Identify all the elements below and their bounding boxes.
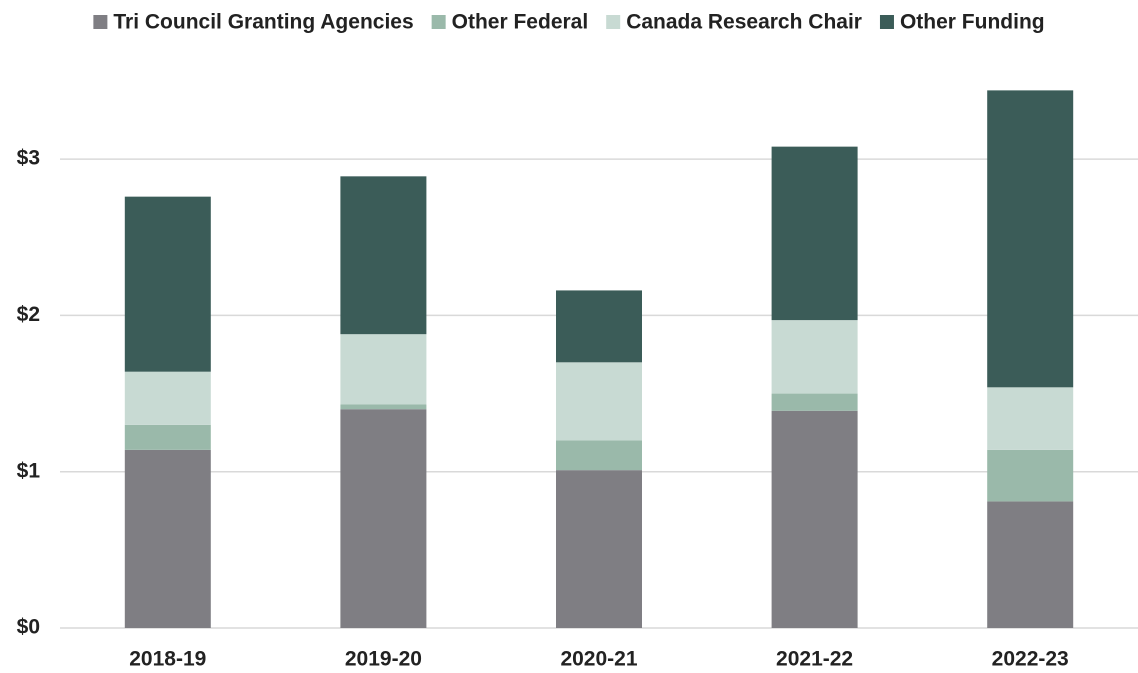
bar-segment [124,196,211,372]
legend-swatch [93,15,108,29]
x-tick-label: 2020-21 [560,648,637,671]
bar-segment [771,410,858,628]
legend-label: Canada Research Chair [626,11,862,34]
bar-segment [556,290,642,363]
bar-segment [987,501,1074,628]
y-tick-label: $0 [17,616,40,639]
bar-segment [340,176,427,335]
bar-segment [771,393,858,411]
y-tick-label: $3 [17,147,40,170]
bar-segment [124,424,211,450]
legend-swatch [606,15,621,29]
bar-segment [124,449,211,628]
legend-label: Tri Council Granting Agencies [113,11,413,34]
bar-segment [987,90,1074,388]
bar-segment [987,387,1074,450]
legend-swatch [879,15,894,29]
bar-segment [124,371,211,425]
bar-segment [556,362,642,441]
y-tick-label: $1 [17,459,41,482]
bar-segment [340,404,427,410]
bar-segment [556,470,642,628]
legend-swatch [431,15,446,29]
bar-segment [340,334,427,405]
bar-segment [340,409,427,628]
x-tick-label: 2018-19 [129,648,206,671]
bar-segment [987,449,1074,502]
legend-label: Other Federal [452,11,589,34]
bar-segment [771,146,858,321]
y-tick-label: $2 [17,303,40,326]
bar-segment [771,320,858,394]
legend-label: Other Funding [900,11,1045,34]
x-tick-label: 2021-22 [776,648,853,671]
x-tick-label: 2019-20 [345,648,422,671]
x-tick-label: 2022-23 [992,648,1069,671]
bar-segment [556,440,642,471]
